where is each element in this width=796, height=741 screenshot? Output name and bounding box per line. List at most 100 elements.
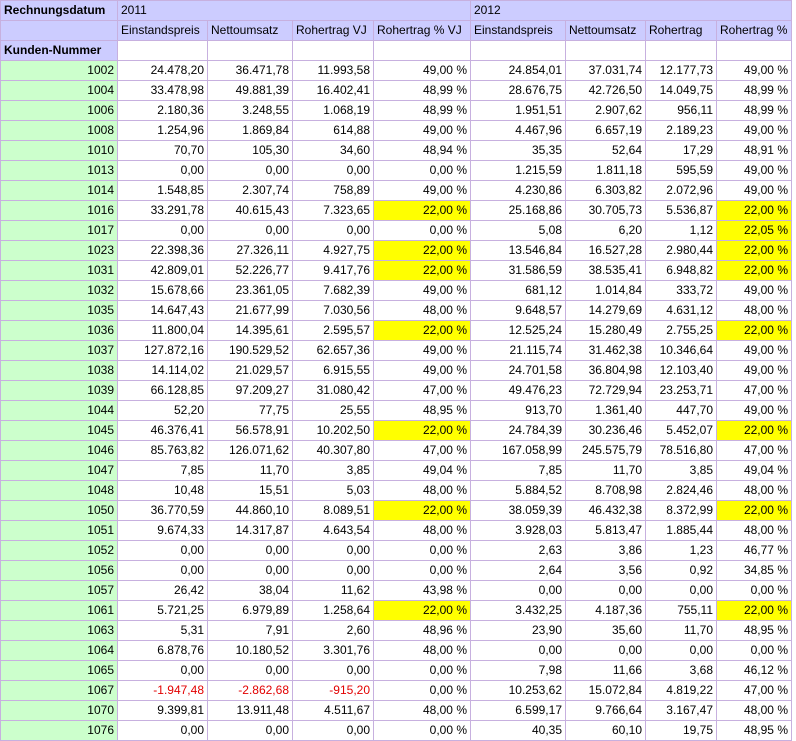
value-cell[interactable]: 9.417,76 [292, 260, 374, 281]
value-cell[interactable]: -1.947,48 [117, 680, 208, 701]
value-cell[interactable]: 1,23 [645, 540, 717, 561]
value-cell[interactable]: 49,00 % [716, 60, 792, 81]
value-cell[interactable]: 0,00 [207, 720, 293, 741]
value-cell[interactable]: 0,00 % [373, 720, 471, 741]
value-cell[interactable]: 49,00 % [716, 340, 792, 361]
customer-number-cell[interactable]: 1014 [0, 180, 118, 201]
value-cell[interactable]: 48,00 % [373, 700, 471, 721]
blank-cell[interactable] [207, 40, 293, 61]
value-cell[interactable]: 0,00 [207, 220, 293, 241]
value-cell[interactable]: 1.215,59 [470, 160, 566, 181]
value-cell[interactable]: 22,00 % [716, 420, 792, 441]
value-cell[interactable]: 49,00 % [373, 60, 471, 81]
value-cell[interactable]: 4.187,36 [565, 600, 646, 621]
value-cell[interactable]: 15.280,49 [565, 320, 646, 341]
value-cell[interactable]: 8.089,51 [292, 500, 374, 521]
value-cell[interactable]: 49,04 % [716, 460, 792, 481]
value-cell[interactable]: 22,00 % [716, 500, 792, 521]
column-header-empty[interactable] [0, 20, 118, 41]
value-cell[interactable]: 78.516,80 [645, 440, 717, 461]
year-2011-label[interactable]: 2011 [117, 0, 471, 21]
value-cell[interactable]: 22,00 % [373, 240, 471, 261]
value-cell[interactable]: 7.030,56 [292, 300, 374, 321]
value-cell[interactable]: 3,85 [292, 460, 374, 481]
value-cell[interactable]: 5,08 [470, 220, 566, 241]
value-cell[interactable]: 5.452,07 [645, 420, 717, 441]
value-cell[interactable]: 6.599,17 [470, 700, 566, 721]
value-cell[interactable]: 10.202,50 [292, 420, 374, 441]
value-cell[interactable]: 60,10 [565, 720, 646, 741]
value-cell[interactable]: 127.872,16 [117, 340, 208, 361]
value-cell[interactable]: 48,95 % [716, 620, 792, 641]
value-cell[interactable]: 0,00 [117, 540, 208, 561]
value-cell[interactable]: 0,00 % [373, 680, 471, 701]
value-cell[interactable]: 62.657,36 [292, 340, 374, 361]
customer-number-cell[interactable]: 1061 [0, 600, 118, 621]
value-cell[interactable]: 14.279,69 [565, 300, 646, 321]
value-cell[interactable]: 22,00 % [373, 600, 471, 621]
value-cell[interactable]: 36.770,59 [117, 500, 208, 521]
value-cell[interactable]: 7,85 [117, 460, 208, 481]
value-cell[interactable]: 190.529,52 [207, 340, 293, 361]
customer-number-cell[interactable]: 1047 [0, 460, 118, 481]
value-cell[interactable]: 48,00 % [373, 640, 471, 661]
value-cell[interactable]: 49,00 % [373, 280, 471, 301]
value-cell[interactable]: 0,00 [292, 160, 374, 181]
value-cell[interactable]: 10.180,52 [207, 640, 293, 661]
value-cell[interactable]: 2,63 [470, 540, 566, 561]
customer-number-cell[interactable]: 1057 [0, 580, 118, 601]
value-cell[interactable]: 0,00 [117, 720, 208, 741]
value-cell[interactable]: 42.726,50 [565, 80, 646, 101]
value-cell[interactable]: 447,70 [645, 400, 717, 421]
value-cell[interactable]: 0,00 [117, 220, 208, 241]
value-cell[interactable]: 8.708,98 [565, 480, 646, 501]
value-cell[interactable]: 30.236,46 [565, 420, 646, 441]
value-cell[interactable]: 0,00 [207, 660, 293, 681]
value-cell[interactable]: 22,00 % [716, 260, 792, 281]
value-cell[interactable]: 0,92 [645, 560, 717, 581]
customer-number-cell[interactable]: 1038 [0, 360, 118, 381]
value-cell[interactable]: 48,99 % [716, 80, 792, 101]
value-cell[interactable]: 0,00 [565, 640, 646, 661]
value-cell[interactable]: 11,66 [565, 660, 646, 681]
value-cell[interactable]: 48,00 % [716, 700, 792, 721]
value-cell[interactable]: 49,00 % [373, 360, 471, 381]
value-cell[interactable]: 21.115,74 [470, 340, 566, 361]
value-cell[interactable]: 0,00 % [373, 220, 471, 241]
value-cell[interactable]: 27.326,11 [207, 240, 293, 261]
value-cell[interactable]: 22,00 % [373, 200, 471, 221]
value-cell[interactable]: 22,00 % [716, 600, 792, 621]
value-cell[interactable]: 34,60 [292, 140, 374, 161]
value-cell[interactable]: 42.809,01 [117, 260, 208, 281]
value-cell[interactable]: 6.979,89 [207, 600, 293, 621]
value-cell[interactable]: -2.862,68 [207, 680, 293, 701]
value-cell[interactable]: 0,00 [292, 220, 374, 241]
value-cell[interactable]: 7.682,39 [292, 280, 374, 301]
blank-cell[interactable] [470, 40, 566, 61]
value-cell[interactable]: 36.804,98 [565, 360, 646, 381]
column-header[interactable]: Rohertrag VJ [292, 20, 374, 41]
value-cell[interactable]: 70,70 [117, 140, 208, 161]
value-cell[interactable]: 3.928,03 [470, 520, 566, 541]
value-cell[interactable]: 2,64 [470, 560, 566, 581]
value-cell[interactable]: 9.766,64 [565, 700, 646, 721]
value-cell[interactable]: 46.432,38 [565, 500, 646, 521]
value-cell[interactable]: 49,00 % [716, 400, 792, 421]
value-cell[interactable]: 2.595,57 [292, 320, 374, 341]
value-cell[interactable]: 2.980,44 [645, 240, 717, 261]
value-cell[interactable]: 0,00 [207, 160, 293, 181]
customer-number-cell[interactable]: 1070 [0, 700, 118, 721]
value-cell[interactable]: 33.291,78 [117, 200, 208, 221]
value-cell[interactable]: 10.346,64 [645, 340, 717, 361]
value-cell[interactable]: 85.763,82 [117, 440, 208, 461]
value-cell[interactable]: 24.701,58 [470, 360, 566, 381]
value-cell[interactable]: 49,00 % [716, 160, 792, 181]
value-cell[interactable]: 10.253,62 [470, 680, 566, 701]
value-cell[interactable]: 22,00 % [373, 320, 471, 341]
value-cell[interactable]: 31.462,38 [565, 340, 646, 361]
customer-number-cell[interactable]: 1002 [0, 60, 118, 81]
value-cell[interactable]: 14.114,02 [117, 360, 208, 381]
value-cell[interactable]: 22,00 % [716, 200, 792, 221]
value-cell[interactable]: 0,00 % [716, 640, 792, 661]
value-cell[interactable]: 1.951,51 [470, 100, 566, 121]
